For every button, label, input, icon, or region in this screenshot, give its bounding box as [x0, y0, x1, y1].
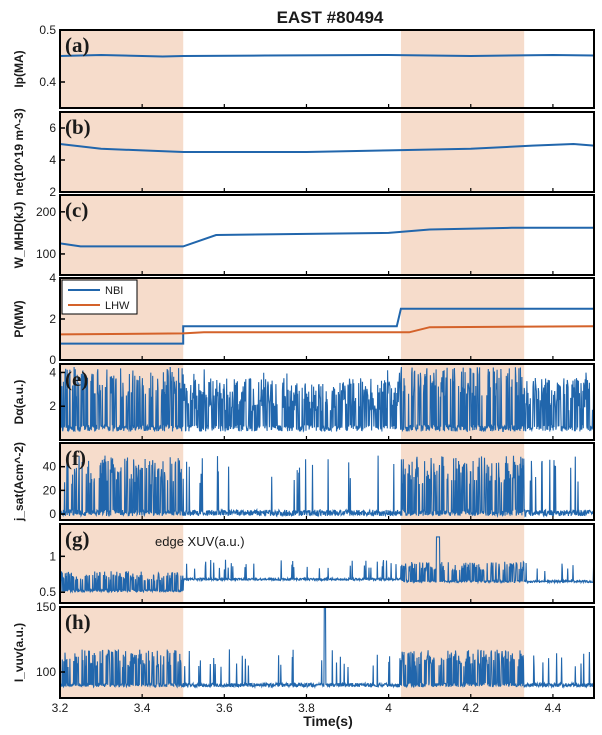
data-group-f — [60, 455, 594, 519]
x-tick-label-1: 3.4 — [134, 701, 151, 715]
y-axis-label-h: I_vuv(a.u.) — [12, 623, 26, 682]
y-tick-label-d-2: 4 — [49, 271, 56, 285]
shaded-interval-a-1 — [400, 30, 525, 108]
series-line-d-lhw — [60, 325, 594, 336]
series-line-h — [60, 607, 594, 689]
x-tick-label-2: 3.6 — [216, 701, 233, 715]
panel-tag-h: (h) — [65, 610, 91, 634]
panel-frame-h — [59, 606, 595, 699]
y-axis-label-f: j_sat(Acm^-2) — [12, 442, 26, 522]
y-tick-label-h-1: 150 — [36, 600, 56, 614]
x-axis: 3.2 3.4 3.6 3.8 4 4.2 4.4 — [52, 701, 562, 715]
shaded-interval-c-1 — [400, 195, 525, 275]
y-tick-label-a-0: 0.4 — [39, 75, 56, 89]
y-axis-label-d: P(MW) — [12, 300, 26, 337]
panel-g: 0.5 1 (g) edge XUV(a.u.) — [39, 523, 595, 604]
panel-tag-f: (f) — [65, 446, 86, 470]
y-tick-label-g-1: 1 — [49, 549, 56, 563]
panel-h: 100 150 (h) I_vuv(a.u.) — [12, 600, 595, 699]
data-group-e — [60, 366, 594, 433]
y-tick-label-b-0: 2 — [49, 185, 56, 199]
panel-tag-a: (a) — [65, 33, 90, 57]
y-tick-label-d-1: 2 — [49, 312, 56, 326]
y-tick-label-g-0: 0.5 — [39, 585, 56, 599]
legend-label-lhw: LHW — [105, 300, 130, 312]
data-group-c — [60, 226, 594, 248]
y-tick-label-a-1: 0.5 — [39, 23, 56, 37]
y-tick-label-e-1: 4 — [49, 365, 56, 379]
y-tick-label-c-0: 100 — [36, 247, 56, 261]
y-tick-label-f-0: 0 — [49, 507, 56, 521]
panel-frame-b — [59, 111, 595, 193]
panel-frame-c — [59, 194, 595, 276]
y-tick-label-b-1: 4 — [49, 153, 56, 167]
legend-box — [61, 279, 138, 315]
x-tick-label-0: 3.2 — [52, 701, 69, 715]
y-axis-label-a: Ip(MA) — [12, 50, 26, 87]
series-line-c — [60, 226, 594, 248]
panel-c: 100 200 (c) W_MHD(kJ) — [12, 194, 595, 276]
shaded-interval-b-1 — [400, 112, 525, 192]
panels-group: 0.40.5(a)Ip(MA)246 (b)ne(10^19 m^-3)10020… — [12, 23, 595, 699]
y-tick-label-f-2: 40 — [43, 460, 57, 474]
y-tick-label-c-1: 200 — [36, 205, 56, 219]
y-tick-label-d-0: 0 — [49, 353, 56, 367]
series-line-d-nbi — [60, 307, 594, 345]
y-axis-label-b: ne(10^19 m^-3) — [12, 108, 26, 195]
shaded-interval-c-0 — [60, 195, 184, 275]
x-axis-label: Time(s) — [303, 713, 353, 729]
panel-tag-e: (e) — [65, 367, 88, 391]
data-group-g — [60, 536, 594, 594]
data-group-a — [60, 53, 594, 58]
annotation-g: edge XUV(a.u.) — [155, 534, 245, 549]
series-line-b — [60, 142, 594, 153]
shaded-interval-g-1 — [400, 524, 525, 603]
shaded-interval-a-0 — [60, 30, 184, 108]
y-tick-label-f-1: 20 — [43, 483, 57, 497]
x-tick-label-4: 4 — [385, 701, 392, 715]
panel-b: 2 4 6 (b) ne(10^19 m^-3) — [12, 108, 595, 199]
data-group-h — [60, 607, 594, 689]
series-line-e — [60, 366, 594, 433]
panel-tag-b: (b) — [65, 115, 91, 139]
figure-title: EAST #80494 — [277, 8, 384, 27]
panel-tag-g: (g) — [65, 527, 90, 551]
y-tick-label-b-2: 6 — [49, 121, 56, 135]
data-group-d — [60, 307, 594, 345]
shaded-interval-d-1 — [400, 278, 525, 360]
series-line-g — [60, 536, 594, 594]
x-tick-label-3: 3.8 — [298, 701, 315, 715]
panel-frame-e — [59, 363, 595, 441]
series-line-a — [60, 53, 594, 58]
legend-d: NBI LHW — [61, 279, 138, 315]
panel-frame-g — [59, 523, 595, 604]
x-tick-label-6: 4.4 — [545, 701, 562, 715]
panel-f: 0 20 40 (f) j_sat(Acm^-2) — [12, 442, 595, 522]
legend-label-nbi: NBI — [105, 285, 123, 297]
panel-a: 0.4 0.5 (a) Ip(MA) — [12, 23, 595, 109]
panel-frame-f — [59, 442, 595, 521]
panel-e: 2 4 (e) Dα(a.u.) — [12, 363, 595, 441]
y-tick-label-h-0: 100 — [36, 665, 56, 679]
y-axis-label-e: Dα(a.u.) — [12, 380, 26, 425]
series-line-f — [60, 455, 594, 519]
panel-frame-a — [59, 29, 595, 109]
y-tick-label-e-0: 2 — [49, 399, 56, 413]
x-tick-label-5: 4.2 — [462, 701, 479, 715]
panel-tag-c: (c) — [65, 198, 88, 222]
data-group-b — [60, 142, 594, 153]
y-axis-label-c: W_MHD(kJ) — [12, 202, 26, 269]
